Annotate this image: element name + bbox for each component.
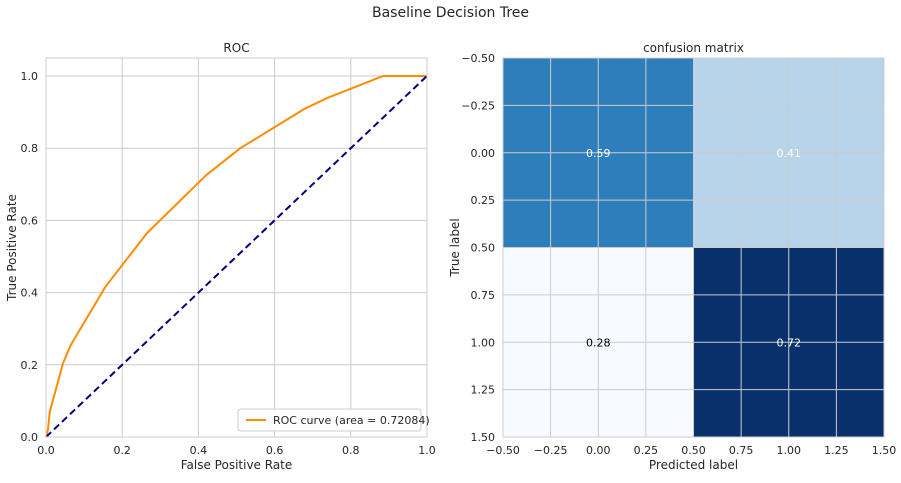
roc-y-tick-label: 1.0: [21, 70, 39, 83]
roc-legend: ROC curve (area = 0.72084): [237, 408, 430, 432]
cm-y-tick-label: 1.00: [471, 336, 496, 349]
roc-x-tick-label: 0.2: [113, 444, 131, 457]
cm-x-tick-label: 0.75: [729, 444, 754, 457]
roc-chart: 0.0 0.2 0.4 0.6 0.8 1.0 0.0 0.2 0.4 0.6 0.8 1.0 ROC …: [5, 41, 436, 472]
cm-y-tick-label: −0.25: [461, 99, 495, 112]
cm-x-tick-label: 0.50: [681, 444, 706, 457]
roc-x-tick-label: 0.6: [266, 444, 284, 457]
roc-x-axis-label: False Positive Rate: [181, 458, 293, 472]
cm-axes-frame: [502, 57, 885, 438]
roc-y-tick-label: 0.6: [21, 214, 39, 227]
cm-y-tick-label: 1.50: [471, 431, 496, 444]
roc-curve-line: [45, 75, 427, 438]
cm-x-tick-label: 0.25: [634, 444, 659, 457]
cm-title: confusion matrix: [643, 41, 744, 55]
confusion-matrix-value: 0.59: [586, 147, 611, 160]
cm-x-tick-label: −0.25: [534, 444, 568, 457]
cm-y-tick-label: 0.50: [471, 242, 496, 255]
confusion-matrix-value: 0.41: [777, 147, 802, 160]
confusion-matrix-value: 0.72: [777, 336, 802, 349]
roc-plot-area: [46, 58, 427, 437]
cm-y-tick-label: 0.75: [471, 289, 496, 302]
roc-legend-box: [237, 408, 422, 432]
roc-y-tick-label: 0.2: [21, 359, 39, 372]
roc-x-tick-label: 0.0: [37, 444, 55, 457]
confusion-matrix-chart: −0.50 −0.25 0.00 0.25 0.50 0.75 1.00 1.25 1.50−0…: [448, 41, 896, 472]
roc-x-tick-label: 1.0: [418, 444, 436, 457]
cm-x-tick-label: 1.50: [872, 444, 897, 457]
cm-x-tick-label: 1.25: [824, 444, 849, 457]
figure-title: Baseline Decision Tree: [371, 5, 530, 21]
cm-x-axis-label: Predicted label: [649, 458, 738, 472]
confusion-matrix-value: 0.28: [586, 336, 611, 349]
cm-y-tick-label: 0.25: [471, 194, 496, 207]
cm-y-axis-label: True label: [448, 218, 462, 277]
cm-x-tick-label: 0.00: [586, 444, 611, 457]
cm-y-tick-label: 1.25: [471, 384, 496, 397]
cm-y-tick-label: 0.00: [471, 147, 496, 160]
roc-axes-frame: [45, 57, 428, 438]
roc-title: ROC: [223, 41, 249, 55]
roc-y-axis-label: True Positive Rate: [5, 194, 19, 302]
roc-legend-label: ROC curve (area = 0.72084): [273, 414, 430, 427]
roc-y-tick-label: 0.4: [21, 287, 39, 300]
roc-y-tick-label: 0.0: [21, 431, 39, 444]
cm-y-tick-label: −0.50: [461, 52, 495, 65]
cm-x-tick-label: 1.00: [777, 444, 802, 457]
roc-y-tick-label: 0.8: [21, 142, 39, 155]
roc-x-tick-label: 0.4: [190, 444, 208, 457]
cm-x-tick-label: −0.50: [486, 444, 520, 457]
roc-x-tick-label: 0.8: [342, 444, 360, 457]
